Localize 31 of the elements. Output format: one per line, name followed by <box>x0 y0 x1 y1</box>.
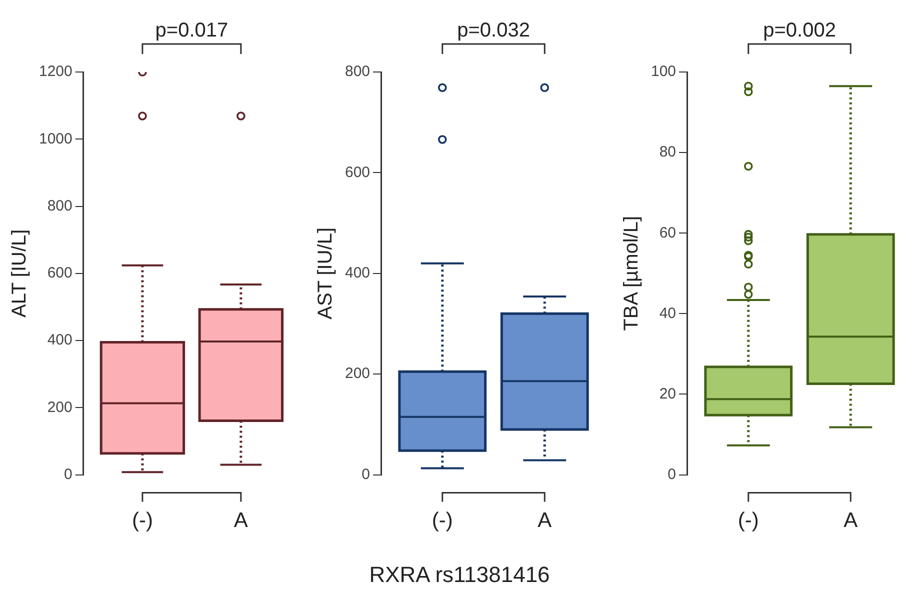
y-tick-label: 200 <box>344 365 370 382</box>
y-tick-label: 1200 <box>38 63 72 80</box>
text: p=0.032 <box>457 20 530 42</box>
y-tick-label: 600 <box>344 164 370 181</box>
x-axis-title: RXRA rs11381416 <box>368 562 551 588</box>
x-tick-label: (-) <box>132 509 153 532</box>
y-tick-label: 400 <box>344 264 370 282</box>
y-tick-label: 100 <box>650 63 676 80</box>
y-tick-label: 1000 <box>38 130 72 148</box>
x-tick-label: (-) <box>738 509 759 532</box>
y-tick-label: 40 <box>659 304 676 322</box>
y-tick-label: 800 <box>47 197 72 214</box>
y-tick-label: 200 <box>47 398 72 416</box>
y-tick-label: 0 <box>362 466 370 483</box>
y-tick-label: 400 <box>47 332 72 349</box>
y-axis-title: TBA [µmol/L] <box>620 216 643 331</box>
y-tick-label: 800 <box>344 63 370 80</box>
y-tick-label: 0 <box>64 466 72 483</box>
text: p=0.002 <box>763 20 836 42</box>
y-tick-label: 80 <box>659 144 676 161</box>
x-tick-label: A <box>844 509 858 532</box>
text: p=0.017 <box>155 20 228 42</box>
y-axis-title: AST [IU/L] <box>314 227 337 320</box>
x-tick-label: A <box>234 509 248 532</box>
x-tick-label: (-) <box>432 509 453 532</box>
y-tick-label: 0 <box>668 466 676 483</box>
y-tick-label: 20 <box>659 385 676 402</box>
y-axis-title: ALT [IU/L] <box>8 229 31 318</box>
y-tick-label: 60 <box>659 224 676 242</box>
y-tick-label: 600 <box>47 264 72 282</box>
x-tick-label: A <box>538 509 552 532</box>
